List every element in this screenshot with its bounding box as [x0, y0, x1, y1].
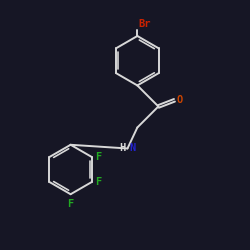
Text: F: F [95, 152, 101, 162]
Text: O: O [176, 95, 183, 105]
Text: F: F [68, 199, 74, 209]
Text: Br: Br [138, 18, 151, 28]
Text: F: F [95, 177, 101, 187]
Text: N: N [130, 144, 136, 154]
Text: H: H [119, 144, 126, 154]
